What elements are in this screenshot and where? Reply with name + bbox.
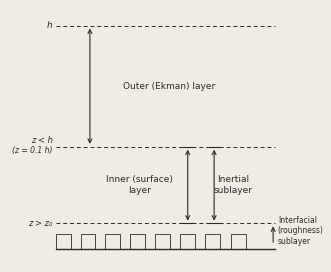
Bar	[130, 234, 145, 249]
Text: Outer (Ekman) layer: Outer (Ekman) layer	[123, 82, 215, 91]
Text: z < h: z < h	[31, 135, 53, 144]
Text: Inertial
sublayer: Inertial sublayer	[213, 175, 252, 195]
Text: Interfacial
(roughness)
sublayer: Interfacial (roughness) sublayer	[278, 216, 324, 246]
Bar	[205, 234, 220, 249]
Text: z > z₀: z > z₀	[28, 219, 53, 228]
Bar	[80, 234, 95, 249]
Bar	[56, 234, 71, 249]
Text: h: h	[47, 21, 53, 30]
Bar	[155, 234, 170, 249]
Text: Inner (surface)
layer: Inner (surface) layer	[106, 175, 173, 195]
Text: (z = 0.1 h): (z = 0.1 h)	[12, 146, 53, 155]
Bar	[106, 234, 120, 249]
Bar	[231, 234, 246, 249]
Bar	[180, 234, 195, 249]
